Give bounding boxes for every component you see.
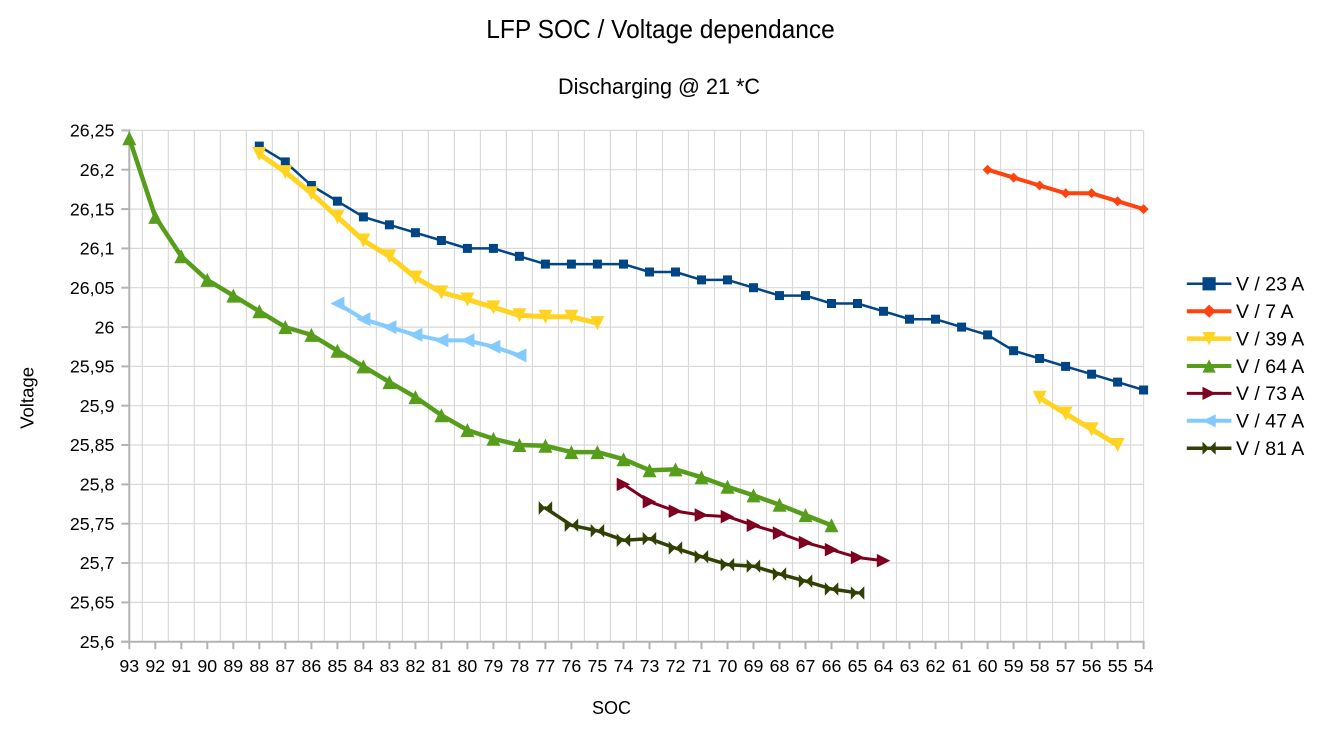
svg-text:91: 91 <box>171 656 191 676</box>
svg-text:26,25: 26,25 <box>70 121 115 141</box>
svg-text:74: 74 <box>614 656 634 676</box>
svg-text:82: 82 <box>406 656 426 676</box>
svg-text:25,9: 25,9 <box>80 396 115 416</box>
svg-text:25,65: 25,65 <box>70 593 115 613</box>
svg-text:SOC: SOC <box>592 698 631 718</box>
svg-text:55: 55 <box>1108 656 1128 676</box>
svg-text:70: 70 <box>718 656 738 676</box>
svg-text:58: 58 <box>1030 656 1050 676</box>
svg-text:26,2: 26,2 <box>80 160 115 180</box>
svg-text:54: 54 <box>1134 656 1154 676</box>
svg-text:V / 39 A: V / 39 A <box>1236 328 1304 350</box>
svg-text:V / 23 A: V / 23 A <box>1236 274 1304 296</box>
svg-text:V / 64 A: V / 64 A <box>1236 356 1304 378</box>
svg-text:81: 81 <box>432 656 452 676</box>
svg-text:26,15: 26,15 <box>70 199 115 219</box>
svg-text:89: 89 <box>223 656 243 676</box>
svg-text:26,1: 26,1 <box>80 239 115 259</box>
svg-text:80: 80 <box>458 656 478 676</box>
svg-text:83: 83 <box>380 656 400 676</box>
svg-text:92: 92 <box>145 656 165 676</box>
svg-text:87: 87 <box>275 656 295 676</box>
svg-text:V / 81 A: V / 81 A <box>1236 438 1304 460</box>
svg-text:88: 88 <box>249 656 269 676</box>
svg-text:25,95: 25,95 <box>70 357 115 377</box>
svg-text:66: 66 <box>822 656 842 676</box>
svg-text:Voltage: Voltage <box>17 367 38 429</box>
svg-text:78: 78 <box>510 656 530 676</box>
svg-text:26: 26 <box>95 317 115 337</box>
svg-text:64: 64 <box>874 656 894 676</box>
svg-text:61: 61 <box>952 656 972 676</box>
svg-text:26,05: 26,05 <box>70 278 115 298</box>
svg-text:93: 93 <box>119 656 139 676</box>
svg-text:72: 72 <box>666 656 686 676</box>
svg-text:62: 62 <box>926 656 946 676</box>
svg-text:90: 90 <box>197 656 217 676</box>
svg-text:73: 73 <box>640 656 660 676</box>
svg-text:67: 67 <box>796 656 816 676</box>
svg-text:25,6: 25,6 <box>80 632 115 652</box>
svg-text:86: 86 <box>302 656 322 676</box>
svg-text:V / 73 A: V / 73 A <box>1236 383 1304 405</box>
svg-text:60: 60 <box>978 656 998 676</box>
svg-text:65: 65 <box>848 656 868 676</box>
svg-text:56: 56 <box>1082 656 1102 676</box>
svg-text:V / 47 A: V / 47 A <box>1236 411 1304 433</box>
svg-text:71: 71 <box>692 656 712 676</box>
svg-text:V / 7 A: V / 7 A <box>1236 301 1293 323</box>
svg-text:Discharging @ 21 *C: Discharging @ 21 *C <box>558 74 760 99</box>
svg-text:68: 68 <box>770 656 790 676</box>
svg-text:75: 75 <box>588 656 608 676</box>
svg-text:25,75: 25,75 <box>70 514 115 534</box>
svg-text:63: 63 <box>900 656 920 676</box>
svg-text:25,85: 25,85 <box>70 435 115 455</box>
svg-text:79: 79 <box>484 656 504 676</box>
svg-text:76: 76 <box>562 656 582 676</box>
svg-text:25,8: 25,8 <box>80 475 115 495</box>
svg-text:84: 84 <box>354 656 374 676</box>
svg-text:69: 69 <box>744 656 764 676</box>
svg-text:25,7: 25,7 <box>80 553 115 573</box>
svg-text:59: 59 <box>1004 656 1024 676</box>
svg-text:57: 57 <box>1056 656 1076 676</box>
svg-text:77: 77 <box>536 656 556 676</box>
svg-text:85: 85 <box>328 656 348 676</box>
svg-text:LFP SOC / Voltage dependance: LFP SOC / Voltage dependance <box>486 14 835 44</box>
